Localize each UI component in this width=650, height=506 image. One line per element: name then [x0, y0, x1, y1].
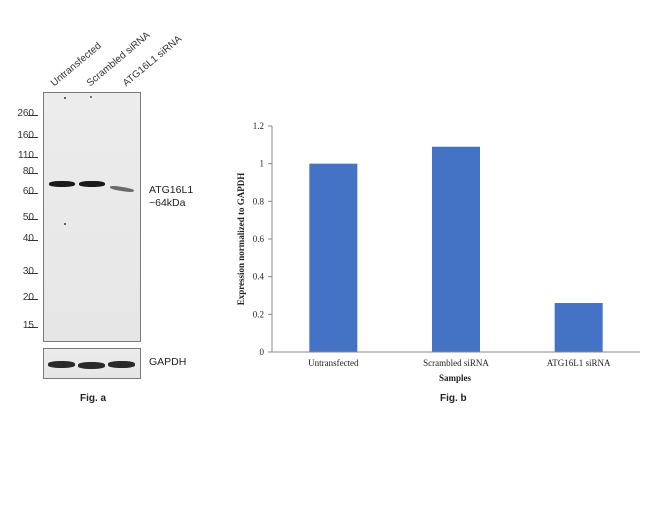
y-axis-label: Expression normalized to GAPDH [236, 173, 246, 306]
gapdh-band-atg16l1-sirna [108, 361, 135, 368]
mw-marker-15: 15 [22, 320, 34, 331]
mw-marker-160: 160 [17, 130, 34, 141]
figure-label-b: Fig. b [440, 393, 467, 404]
mw-marker-60: 60 [22, 186, 34, 197]
x-tick-label: Scrambled siRNA [423, 358, 489, 368]
gapdh-band-scrambled [78, 362, 105, 369]
mw-tick-80 [28, 173, 38, 174]
y-tick-label: 0.8 [253, 196, 265, 206]
figure-label-a: Fig. a [80, 393, 107, 404]
bar-atg16l1-sirna [554, 303, 603, 352]
bar-untransfected [309, 163, 358, 352]
mw-tick-60 [28, 193, 38, 194]
mw-marker-110: 110 [18, 150, 34, 161]
y-tick-label: 0 [260, 347, 265, 357]
mw-tick-30 [28, 273, 38, 274]
mw-marker-20: 20 [22, 292, 34, 303]
mw-marker-30: 30 [22, 266, 34, 277]
blot-speck [90, 96, 92, 98]
y-tick-label: 0.2 [253, 309, 264, 319]
target-band-scrambled [79, 181, 105, 187]
mw-tick-15 [28, 327, 38, 328]
mw-tick-50 [28, 219, 38, 220]
mw-tick-40 [28, 240, 38, 241]
y-tick-label: 0.6 [253, 234, 265, 244]
x-tick-label: Untransfected [308, 358, 359, 368]
gapdh-blot-membrane [43, 348, 141, 379]
target-name: ATG16L1 [149, 184, 194, 196]
bar-scrambled-sirna [432, 146, 480, 352]
mw-marker-40: 40 [22, 233, 34, 244]
mw-marker-80: 80 [22, 166, 34, 177]
blot-speck [64, 223, 66, 225]
gapdh-band-untransfected [48, 361, 75, 368]
target-blot-membrane [43, 92, 141, 342]
x-tick-label: ATG16L1 siRNA [547, 358, 611, 368]
y-tick-label: 1 [260, 159, 265, 169]
blot-speck [64, 97, 66, 99]
target-protein-label: ATG16L1 ~64kDa [149, 184, 193, 210]
mw-tick-20 [28, 299, 38, 300]
target-band-untransfected [49, 181, 75, 187]
loading-control-label: GAPDH [149, 356, 187, 368]
mw-marker-50: 50 [22, 212, 34, 223]
mw-tick-160 [28, 137, 38, 138]
y-tick-label: 0.4 [253, 272, 265, 282]
x-axis-label: Samples [439, 373, 472, 383]
y-tick-label: 1.2 [253, 121, 264, 131]
target-size: ~64kDa [149, 197, 186, 209]
mw-marker-260: 260 [17, 108, 34, 119]
mw-tick-110 [28, 157, 38, 158]
mw-tick-260 [28, 115, 38, 116]
